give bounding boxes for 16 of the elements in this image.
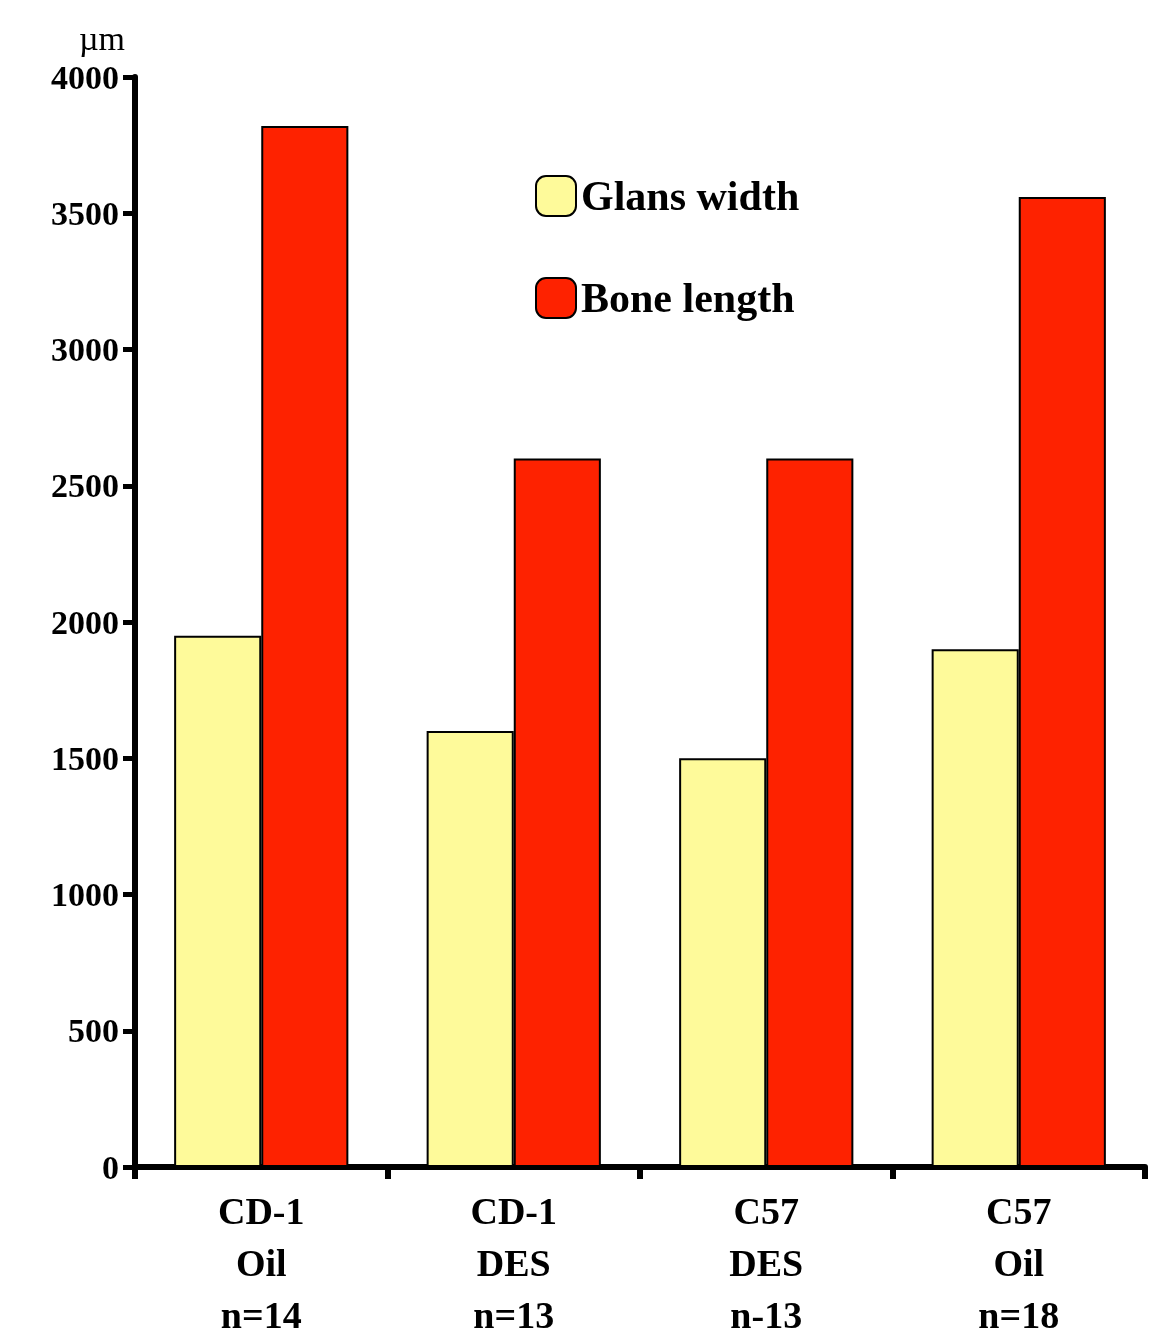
- x-tick-label: C57 Oil n=18: [978, 1190, 1060, 1336]
- x-tick-label: C57 DES n-13: [729, 1190, 804, 1336]
- y-tick-label: 0: [102, 1148, 119, 1186]
- y-tick-label: 3000: [51, 331, 119, 368]
- y-axis-title: µm: [78, 19, 125, 57]
- legend-label: Bone length: [581, 275, 795, 321]
- y-tick-label: 500: [68, 1012, 119, 1050]
- legend-label: Glans width: [581, 173, 800, 219]
- y-tick-label: 4000: [51, 58, 119, 96]
- y-tick-label: 1500: [51, 739, 119, 777]
- y-tick-label: 2500: [51, 467, 119, 505]
- x-tick-label: CD-1 DES n=13: [470, 1190, 558, 1336]
- y-tick-label: 1000: [51, 876, 119, 913]
- y-tick-label: 3500: [51, 194, 119, 232]
- y-tick-label: 2000: [51, 603, 119, 641]
- x-tick-label: CD-1 Oil n=14: [217, 1190, 305, 1336]
